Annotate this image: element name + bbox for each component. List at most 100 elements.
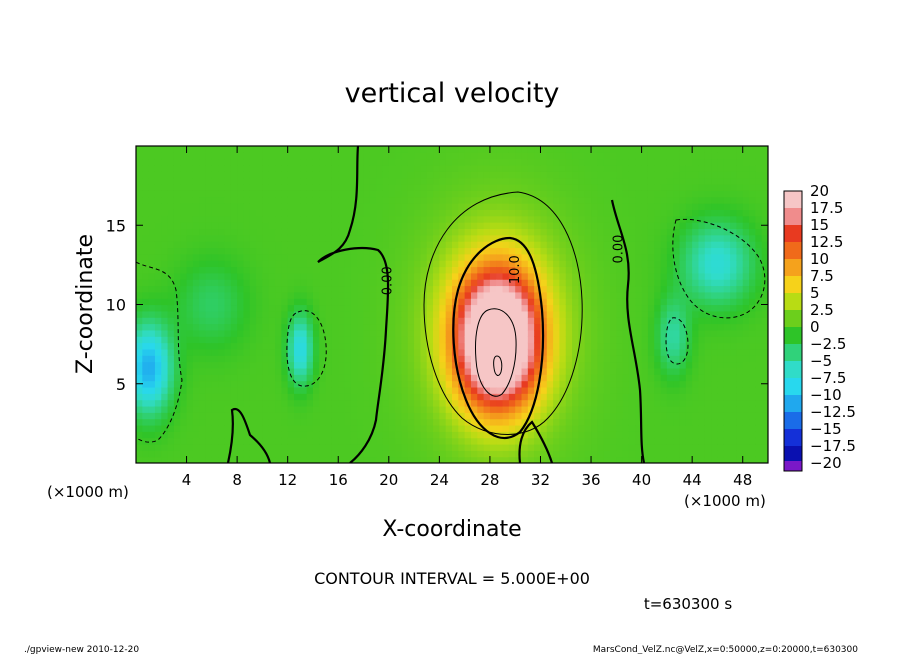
heatmap-cell bbox=[249, 386, 257, 394]
heatmap-cell bbox=[698, 272, 706, 280]
heatmap-cell bbox=[338, 380, 346, 388]
heatmap-cell bbox=[717, 272, 725, 280]
heatmap-cell bbox=[268, 323, 276, 331]
heatmap-cell bbox=[268, 367, 276, 375]
heatmap-cell bbox=[464, 386, 472, 394]
heatmap-cell bbox=[199, 279, 207, 287]
heatmap-cell bbox=[262, 386, 270, 394]
heatmap-cell bbox=[136, 146, 143, 153]
heatmap-cell bbox=[401, 165, 409, 172]
heatmap-cell bbox=[698, 348, 706, 356]
heatmap-cell bbox=[180, 177, 188, 185]
heatmap-cell bbox=[344, 285, 352, 293]
heatmap-cell bbox=[401, 323, 409, 331]
heatmap-cell bbox=[515, 405, 523, 413]
heatmap-cell bbox=[717, 190, 725, 198]
heatmap-cell bbox=[685, 348, 693, 356]
heatmap-cell bbox=[641, 152, 649, 160]
heatmap-cell bbox=[591, 247, 598, 255]
heatmap-cell bbox=[350, 222, 358, 230]
heatmap-cell bbox=[319, 336, 327, 344]
heatmap-cell bbox=[679, 184, 687, 191]
heatmap-cell bbox=[698, 177, 706, 185]
heatmap-cell bbox=[136, 152, 143, 160]
heatmap-cell bbox=[281, 418, 289, 426]
heatmap-cell bbox=[679, 234, 687, 242]
heatmap-cell bbox=[300, 279, 308, 287]
heatmap-cell bbox=[167, 228, 175, 236]
heatmap-cell bbox=[319, 437, 327, 445]
heatmap-cell bbox=[363, 329, 371, 337]
heatmap-cell bbox=[319, 317, 327, 325]
heatmap-cell bbox=[534, 437, 542, 445]
heatmap-cell bbox=[458, 431, 466, 439]
heatmap-cell bbox=[496, 348, 504, 356]
heatmap-cell bbox=[458, 228, 466, 236]
heatmap-cell bbox=[312, 450, 320, 458]
heatmap-cell bbox=[445, 190, 453, 198]
heatmap-cell bbox=[281, 456, 289, 463]
heatmap-cell bbox=[249, 158, 257, 166]
heatmap-cell bbox=[641, 266, 649, 274]
heatmap-cell bbox=[407, 399, 415, 407]
heatmap-cell bbox=[704, 329, 712, 337]
heatmap-cell bbox=[489, 247, 497, 255]
heatmap-cell bbox=[635, 348, 643, 356]
heatmap-cell bbox=[546, 291, 554, 299]
heatmap-cell bbox=[256, 342, 263, 350]
heatmap-cell bbox=[489, 146, 497, 153]
heatmap-cell bbox=[685, 437, 693, 445]
heatmap-cell bbox=[224, 424, 232, 432]
heatmap-cell bbox=[470, 424, 478, 432]
heatmap-cell bbox=[616, 298, 624, 306]
heatmap-cell bbox=[180, 203, 188, 210]
heatmap-cell bbox=[319, 323, 327, 331]
heatmap-cell bbox=[262, 348, 270, 356]
heatmap-cell bbox=[565, 367, 573, 375]
heatmap-cell bbox=[312, 266, 320, 274]
heatmap-cell bbox=[369, 152, 377, 160]
heatmap-cell bbox=[527, 393, 535, 401]
heatmap-cell bbox=[489, 342, 497, 350]
heatmap-cell bbox=[654, 412, 662, 420]
heatmap-cell bbox=[704, 234, 712, 242]
heatmap-cell bbox=[218, 418, 226, 426]
heatmap-cell bbox=[306, 412, 314, 420]
heatmap-cell bbox=[262, 443, 270, 451]
heatmap-cell bbox=[312, 310, 320, 318]
heatmap-cell bbox=[647, 215, 655, 223]
heatmap-cell bbox=[275, 184, 282, 191]
heatmap-cell bbox=[344, 165, 352, 172]
heatmap-cell bbox=[698, 342, 706, 350]
heatmap-cell bbox=[167, 329, 175, 337]
heatmap-cell bbox=[319, 355, 327, 363]
heatmap-cell bbox=[761, 209, 768, 217]
heatmap-cell bbox=[730, 450, 737, 458]
heatmap-cell bbox=[584, 399, 592, 407]
heatmap-cell bbox=[256, 393, 263, 401]
heatmap-cell bbox=[433, 424, 440, 432]
heatmap-cell bbox=[180, 336, 188, 344]
heatmap-cell bbox=[692, 310, 700, 318]
heatmap-cell bbox=[439, 367, 447, 375]
heatmap-cell bbox=[489, 272, 497, 280]
heatmap-cell bbox=[350, 374, 358, 382]
heatmap-cell bbox=[224, 329, 232, 337]
heatmap-cell bbox=[660, 196, 668, 204]
heatmap-cell bbox=[692, 456, 700, 463]
heatmap-cell bbox=[186, 405, 194, 413]
heatmap-cell bbox=[344, 241, 352, 249]
heatmap-cell bbox=[167, 266, 175, 274]
heatmap-cell bbox=[730, 355, 737, 363]
heatmap-cell bbox=[180, 241, 188, 249]
heatmap-cell bbox=[395, 222, 403, 230]
heatmap-cell bbox=[470, 260, 478, 268]
heatmap-cell bbox=[496, 456, 504, 463]
heatmap-cell bbox=[647, 437, 655, 445]
heatmap-cell bbox=[192, 165, 200, 172]
heatmap-cell bbox=[711, 196, 719, 204]
heatmap-cell bbox=[692, 253, 700, 261]
heatmap-cell bbox=[489, 405, 497, 413]
heatmap-cell bbox=[679, 272, 687, 280]
heatmap-cell bbox=[578, 424, 586, 432]
